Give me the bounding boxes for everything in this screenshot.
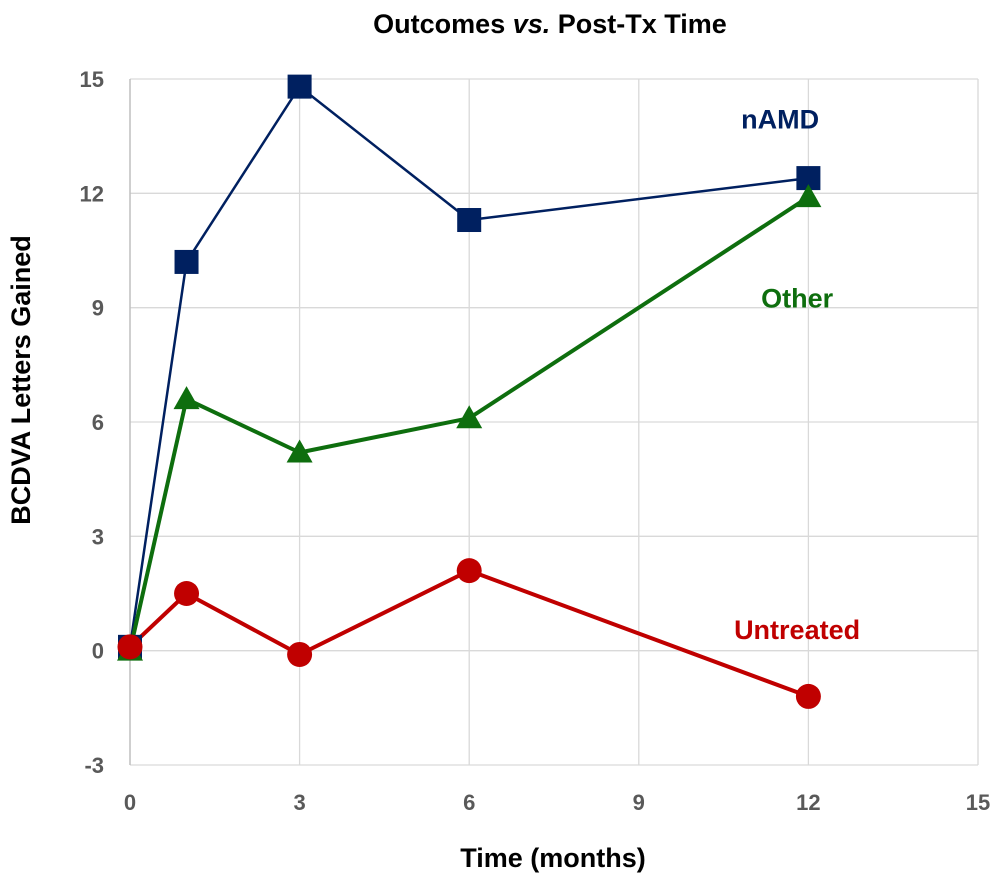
series-label-namd: nAMD [741,105,819,135]
x-axis-title: Time (months) [460,843,646,873]
x-tick-label: 0 [124,790,136,815]
data-point-untreated [174,581,200,606]
y-tick-label: 0 [92,639,104,664]
data-point-untreated [456,558,482,584]
x-tick-label: 12 [796,790,820,815]
x-tick-label: 15 [966,790,990,815]
chart-title-italic: vs. [513,9,551,39]
y-tick-label: 15 [80,67,104,92]
data-point-other [173,386,200,410]
data-point-untreated [117,634,143,660]
tick-labels: 0 3 6 9 12 15 -3 0 3 6 9 12 15 [80,67,991,815]
data-point-other [456,405,483,429]
data-point-namd [174,249,199,274]
chart-title: Outcomes vs. Post-Tx Time [373,9,727,39]
series-group [117,74,822,709]
data-point-untreated [795,683,821,709]
data-point-untreated [287,641,313,667]
data-point-namd [457,208,482,233]
series-label-untreated: Untreated [734,615,860,645]
x-tick-label: 6 [463,790,475,815]
data-point-other [286,439,313,463]
data-point-namd [287,74,312,99]
chart-title-rest: Post-Tx Time [550,9,727,39]
series-label-other: Other [761,284,834,314]
y-tick-label: -3 [84,753,104,778]
gridlines [130,78,979,766]
y-tick-label: 3 [92,524,104,549]
y-tick-label: 6 [92,410,104,435]
chart-title-main: Outcomes [373,9,513,39]
x-tick-label: 9 [633,790,645,815]
y-axis-title: BCDVA Letters Gained [6,235,36,525]
series-labels: nAMD Other Untreated [734,105,860,646]
data-point-other [795,184,822,208]
x-tick-label: 3 [293,790,305,815]
y-tick-label: 12 [80,181,104,206]
y-tick-label: 9 [92,296,104,321]
